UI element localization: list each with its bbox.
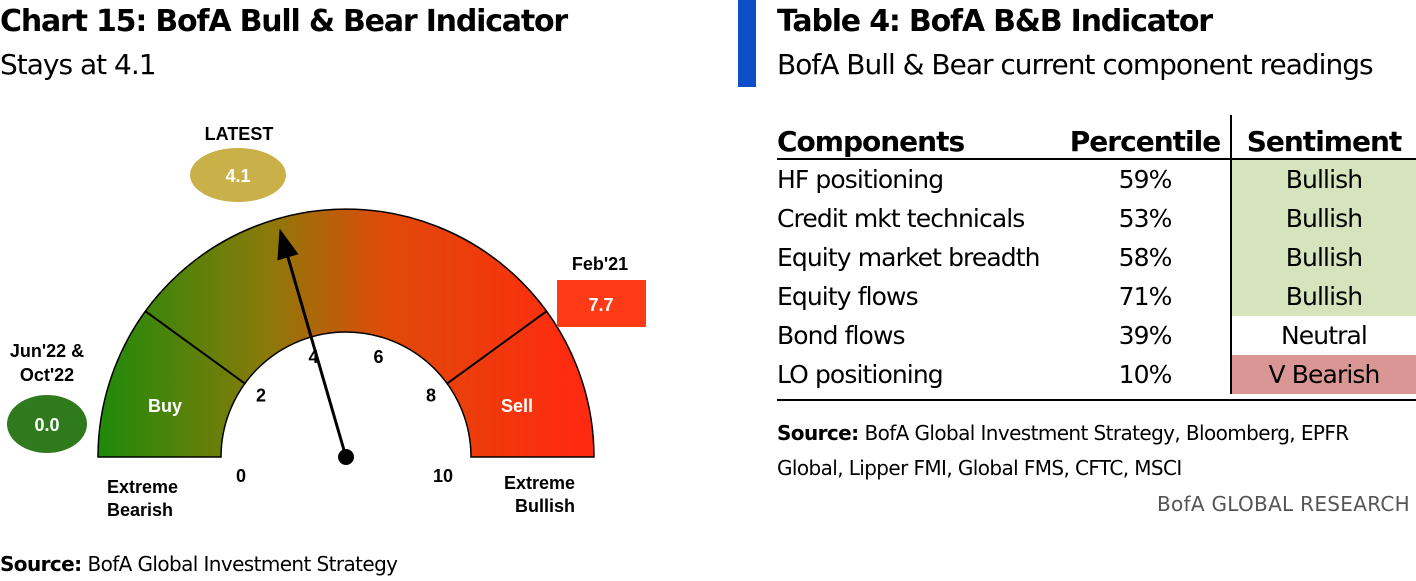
low-bubble (7, 395, 87, 453)
cell-percentile: 39% (1118, 321, 1173, 350)
table-row: Equity flows 71% Bullish (777, 277, 1416, 316)
chart-source-label: Source: (0, 552, 82, 576)
cell-percentile: 58% (1118, 243, 1173, 272)
chart-source-text: BofA Global Investment Strategy (87, 552, 398, 576)
gauge-arc (97, 208, 595, 458)
table-row: Equity market breadth 58% Bullish (777, 238, 1416, 277)
table-source-label: Source: (777, 421, 859, 445)
gauge-tick-label: 8 (426, 385, 436, 405)
table-row: Credit mkt technicals 53% Bullish (777, 199, 1416, 238)
table-header-row: Components Percentile Sentiment (777, 115, 1416, 160)
cell-sentiment: Bullish (1230, 199, 1416, 238)
table-subtitle: BofA Bull & Bear current component readi… (777, 48, 1374, 81)
cell-sentiment: Bullish (1230, 238, 1416, 277)
header-percentile: Percentile (1060, 115, 1231, 160)
gauge-tick-label: 6 (373, 347, 383, 367)
zone-divider (144, 310, 246, 385)
accent-bar (738, 0, 756, 87)
table-row: HF positioning 59% Bullish (777, 159, 1416, 199)
cell-percentile: 71% (1118, 282, 1173, 311)
cell-percentile: 10% (1118, 360, 1173, 389)
high-label: Feb'21 (572, 254, 628, 274)
cell-sentiment: Bullish (1230, 277, 1416, 316)
header-sentiment: Sentiment (1230, 115, 1416, 160)
table-bottom-rule (777, 399, 1416, 401)
high-box (557, 280, 646, 327)
cell-component: Equity market breadth (777, 243, 1040, 272)
extreme-bearish-label-line2: Bearish (107, 500, 173, 520)
gauge-needle (286, 256, 348, 458)
cell-component: HF positioning (777, 165, 944, 194)
gauge-needle-head (277, 228, 299, 261)
gauge-tick-label: 10 (433, 466, 453, 486)
cell-component: Equity flows (777, 282, 919, 311)
table-source-text-1: BofA Global Investment Strategy, Bloombe… (864, 421, 1349, 445)
table-row: Bond flows 39% Neutral (777, 316, 1416, 355)
cell-sentiment: Neutral (1230, 316, 1416, 355)
gauge-tick-label: 4 (309, 347, 319, 367)
latest-bubble (190, 148, 286, 202)
latest-label: LATEST (205, 124, 274, 144)
zone-label-buy: Buy (148, 396, 182, 416)
cell-sentiment: Bullish (1230, 159, 1416, 199)
chart-title: Chart 15: BofA Bull & Bear Indicator (0, 4, 568, 39)
table-title: Table 4: BofA B&B Indicator (777, 4, 1213, 39)
high-value: 7.7 (588, 295, 613, 315)
cell-percentile: 53% (1118, 204, 1173, 233)
latest-value: 4.1 (225, 166, 250, 186)
cell-component: LO positioning (777, 360, 944, 389)
extreme-bearish-label-line1: Extreme (107, 477, 178, 497)
extreme-bullish-label-line2: Bullish (515, 496, 575, 516)
chart-source: Source: BofA Global Investment Strategy (0, 552, 398, 576)
gauge-needle-pivot (338, 449, 354, 465)
low-value: 0.0 (34, 415, 59, 435)
table-row: LO positioning 10% V Bearish (777, 355, 1416, 394)
extreme-bullish-label-line1: Extreme (504, 473, 575, 493)
gauge-chart: 0 2 4 6 8 10 Buy Sell Extreme Bearish Extreme… (7, 124, 646, 520)
table-source-line1: Source: BofA Global Investment Strategy, … (777, 421, 1349, 445)
zone-divider (446, 310, 548, 385)
cell-sentiment: V Bearish (1230, 355, 1416, 394)
low-label-line2: Oct'22 (20, 365, 74, 385)
gauge-tick-label: 2 (256, 385, 266, 405)
header-components: Components (777, 115, 1060, 160)
components-table: Components Percentile Sentiment HF posit… (777, 115, 1416, 394)
low-label-line1: Jun'22 & (10, 341, 84, 361)
cell-percentile: 59% (1118, 165, 1173, 194)
chart-subtitle: Stays at 4.1 (0, 48, 157, 81)
gauge-tick-label: 0 (236, 466, 246, 486)
brand-label: BofA GLOBAL RESEARCH (1156, 492, 1410, 516)
table-source-line2: Global, Lipper FMI, Global FMS, CFTC, MS… (777, 456, 1182, 480)
cell-component: Bond flows (777, 321, 906, 350)
cell-component: Credit mkt technicals (777, 204, 1025, 233)
zone-label-sell: Sell (501, 396, 533, 416)
